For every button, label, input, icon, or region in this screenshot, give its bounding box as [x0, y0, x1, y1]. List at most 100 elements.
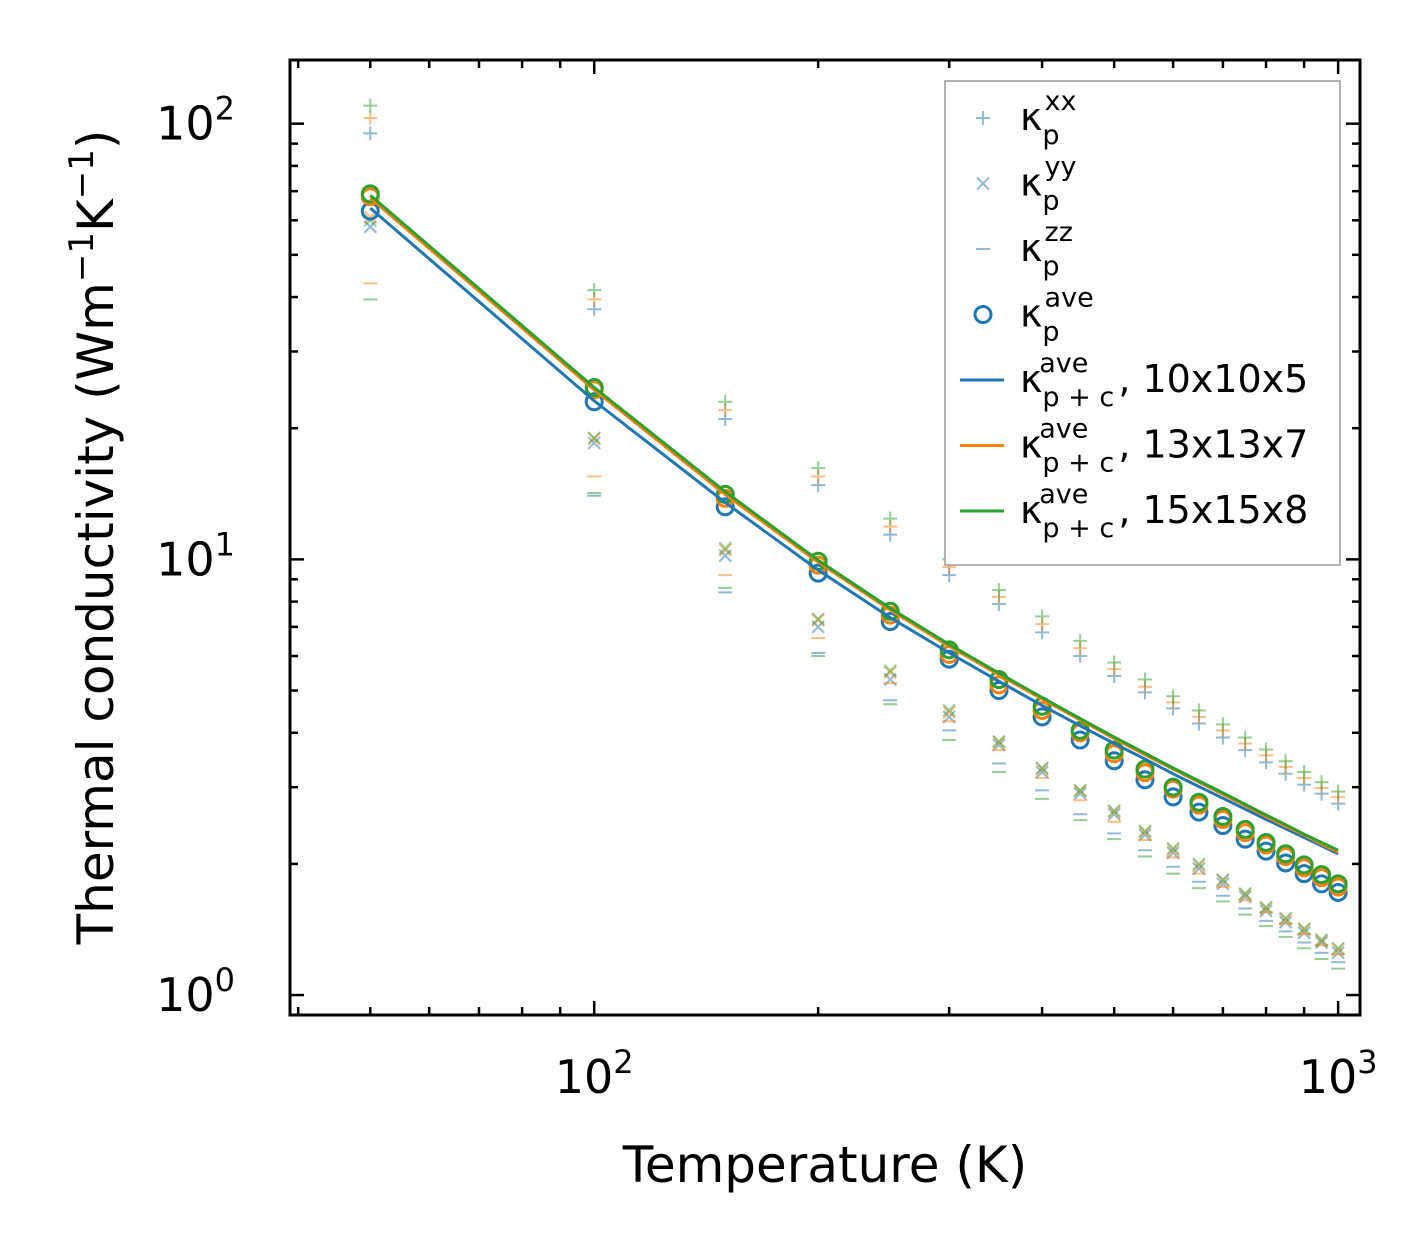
kyy-point — [1138, 825, 1152, 840]
kyy-point — [1216, 872, 1230, 887]
y-tick-label: 102 — [156, 90, 235, 151]
kxx-point — [718, 394, 733, 409]
kyy-point — [363, 220, 377, 234]
legend-entry-kave: κpave — [973, 283, 1094, 348]
axes-layer — [288, 58, 1362, 1017]
kyy-point — [1035, 761, 1049, 775]
x-axis-label: Temperature (K) — [622, 1136, 1027, 1194]
kave-point — [1135, 770, 1155, 790]
plot-frame — [288, 58, 1362, 1017]
x-tick-label: 102 — [555, 1043, 634, 1104]
kave-point — [360, 184, 380, 204]
legend-label: κp + cave, 13x13x7 — [1020, 414, 1308, 479]
kyy-point — [992, 738, 1006, 752]
curve-layer — [369, 194, 1339, 856]
kyy-point — [883, 664, 897, 678]
legend-circle-icon — [973, 305, 993, 324]
kave-point — [584, 378, 604, 398]
kxx-point — [363, 98, 378, 113]
kxx-point — [991, 583, 1006, 598]
legend-entry-g3: κp + cave, 15x15x8 — [960, 479, 1308, 544]
legend-label: κpyy — [1020, 152, 1077, 217]
kave-point — [1213, 816, 1233, 836]
kyy-point — [1331, 941, 1345, 956]
scatter-layer — [360, 98, 1348, 970]
kyy-point — [1107, 807, 1121, 821]
kave-point — [1294, 864, 1314, 884]
kyy-point — [587, 431, 601, 445]
legend-entry-kyy: κpyy — [976, 152, 1077, 217]
kxx-point — [1278, 754, 1293, 769]
kxx-point — [587, 283, 602, 298]
kave-point — [1163, 777, 1183, 797]
kave-point — [1256, 832, 1276, 852]
kyy-point — [718, 543, 732, 557]
kave-point — [1276, 844, 1296, 864]
kyy-point — [1035, 765, 1049, 779]
kyy-point — [942, 703, 956, 718]
kxx-point — [1331, 784, 1346, 799]
kyy-point — [587, 436, 601, 450]
kave-point — [1135, 759, 1155, 779]
kyy-point — [1073, 783, 1087, 798]
kyy-point — [1107, 805, 1121, 819]
kyy-point — [1073, 786, 1087, 801]
kave-point — [1189, 802, 1209, 822]
legend-label: κp + cave, 15x15x8 — [1020, 479, 1308, 544]
kyy-point — [1238, 886, 1252, 901]
kave-point — [1104, 751, 1124, 771]
y-tick-label: 101 — [156, 525, 235, 586]
kyy-point — [942, 705, 956, 720]
legend-entry-g2: κp + cave, 13x13x7 — [960, 414, 1308, 479]
kave-point — [1235, 819, 1255, 839]
kave-point — [1213, 806, 1233, 826]
kave-point — [1189, 792, 1209, 812]
curve-10x10x5 — [369, 206, 1339, 856]
kyy-point — [1278, 915, 1293, 929]
kyy-point — [718, 541, 732, 556]
kyy-point — [992, 734, 1006, 749]
kyy-point — [1314, 935, 1329, 950]
kyy-point — [1138, 824, 1152, 838]
kyy-point — [1259, 904, 1273, 918]
kave-point — [1312, 865, 1332, 885]
kave-point — [1328, 882, 1348, 902]
kyy-point — [1297, 926, 1311, 940]
y-axis-label: Thermal conductivity (Wm−1K−1) — [62, 130, 125, 946]
kxx-point — [1137, 672, 1152, 687]
legend-label: κpave — [1020, 283, 1094, 348]
kyy-point — [1297, 922, 1311, 936]
legend-label: κpzz — [1020, 217, 1073, 282]
kyy-point — [1192, 859, 1206, 873]
kave-point — [1276, 853, 1296, 873]
kyy-point — [1314, 932, 1329, 947]
kave-point — [808, 563, 828, 583]
kxx-point — [1073, 633, 1088, 648]
kyy-point — [883, 665, 897, 680]
kxx-point — [363, 111, 378, 126]
kxx-point — [883, 511, 898, 526]
kave-point — [1328, 874, 1348, 894]
y-tick-label: 100 — [156, 961, 235, 1022]
kxx-point — [1238, 730, 1253, 745]
kxx-point — [1215, 717, 1230, 732]
kyy-point — [1107, 803, 1121, 818]
kave-point — [1294, 855, 1314, 875]
kxx-point — [1191, 703, 1206, 718]
kave-point — [1235, 829, 1255, 849]
legend-box — [944, 80, 1341, 566]
kyy-point — [811, 612, 825, 626]
kxx-point — [1107, 655, 1122, 670]
legend-label: κpxx — [1020, 86, 1077, 151]
kave-point — [1032, 707, 1052, 727]
kxx-point — [1314, 775, 1329, 790]
legend-plus-icon — [976, 111, 990, 125]
kxx-point — [811, 461, 826, 476]
kxx-point — [1259, 742, 1274, 757]
kyy-point — [1278, 911, 1293, 926]
kyy-point — [1331, 946, 1345, 960]
legend-cross-icon — [976, 176, 990, 191]
curve-15x15x8 — [369, 194, 1339, 852]
